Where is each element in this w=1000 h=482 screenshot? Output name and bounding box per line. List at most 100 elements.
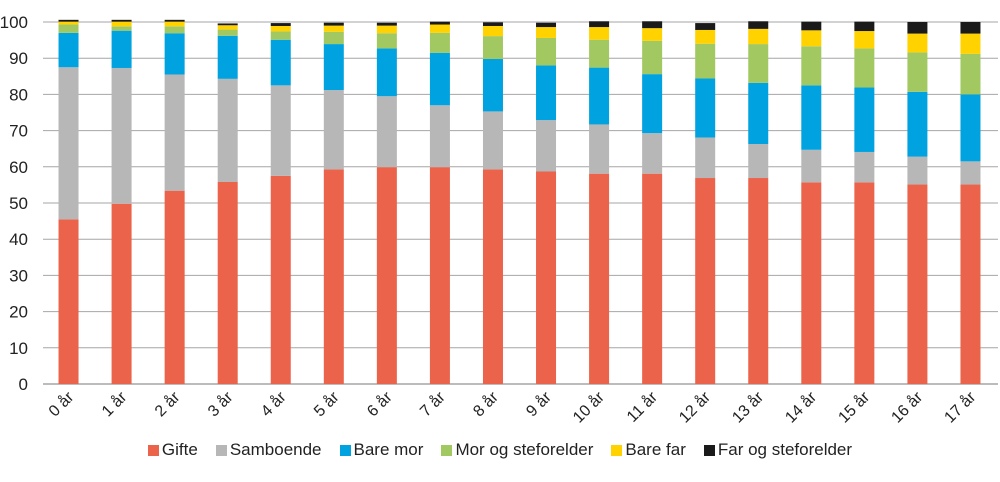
bar-segment-bare-far [536,27,557,38]
bar-stack-12 [695,23,716,384]
y-tick-label: 10 [9,339,28,358]
legend-item: Bare far [611,440,686,460]
legend-swatch [441,444,453,456]
bar-segment-bare-mor [960,94,981,162]
bar-segment-mor-og-steforelder [907,52,928,92]
bar-segment-bare-mor [748,82,769,144]
legend-label: Bare far [625,440,686,459]
bar-stack-9 [536,22,557,384]
bar-segment-far-og-steforelder [801,21,822,31]
bar-stack-10 [589,21,610,384]
bar-segment-mor-og-steforelder [748,44,769,83]
bar-segment-bare-far [217,25,238,30]
x-tick-label: 3 år [204,388,237,421]
x-tick-label: 13 år [729,388,768,427]
legend-item: Samboende [215,440,322,460]
x-tick-label: 16 år [888,388,927,427]
bar-segment-gifte [111,203,132,384]
bar-segment-far-og-steforelder [854,21,875,32]
bar-segment-mor-og-steforelder [323,31,344,45]
bar-segment-bare-far [323,25,344,32]
bars [58,19,981,384]
bar-segment-bare-mor [482,58,503,112]
legend-swatch [611,444,623,456]
bar-segment-bare-far [589,27,610,40]
x-tick-label: 10 år [569,388,608,427]
legend-label: Gifte [161,440,198,459]
stacked-bar-chart: 0 10 20 30 40 50 60 70 80 90 100 0 år 1 år 2 år 3 år 4… [0,13,998,427]
legend: Gifte Samboende Bare mor Mor og steforelder… [0,440,1000,460]
bar-segment-bare-far [642,28,663,41]
bar-segment-bare-mor [217,35,238,79]
y-tick-label: 30 [9,266,28,285]
bar-stack-4 [270,23,291,384]
bar-segment-samboende [482,111,503,170]
bar-segment-samboende [801,149,822,183]
bar-stack-7 [429,21,450,384]
x-tick-label: 17 år [941,388,980,427]
legend-swatch [215,444,227,456]
bar-segment-far-og-steforelder [907,22,928,34]
bar-stack-1 [111,19,132,384]
bar-stack-6 [376,22,397,384]
bar-segment-bare-far [482,25,503,37]
x-tick-label: 1 år [98,388,131,421]
bar-segment-far-og-steforelder [695,23,716,30]
bar-segment-gifte [801,182,822,384]
bar-segment-far-og-steforelder [217,23,238,26]
bar-segment-bare-mor [323,44,344,91]
bar-segment-samboende [854,151,875,183]
bar-segment-bare-mor [642,74,663,134]
bar-segment-samboende [907,156,928,185]
bar-segment-samboende [429,105,450,168]
bar-segment-mor-og-steforelder [270,31,291,40]
bar-stack-13 [748,21,769,384]
bar-segment-far-og-steforelder [642,21,663,29]
bar-segment-samboende [536,120,557,172]
bar-segment-bare-far [164,21,185,27]
bar-segment-gifte [429,167,450,384]
bar-stack-8 [482,22,503,384]
bar-stack-16 [907,22,928,384]
bar-segment-bare-far [748,28,769,45]
y-tick-label: 70 [9,122,28,141]
bar-segment-samboende [111,67,132,204]
bar-segment-samboende [270,85,291,176]
bar-segment-samboende [164,74,185,191]
legend-item: Mor og steforelder [441,440,593,460]
bar-segment-bare-far [801,30,822,47]
bar-segment-far-og-steforelder [376,22,397,26]
x-tick-label: 5 år [310,388,343,421]
x-tick-label: 0 år [45,388,78,421]
bar-segment-far-og-steforelder [429,21,450,25]
y-tick-label: 50 [9,194,28,213]
y-tick-label: 90 [9,49,28,68]
bar-segment-gifte [270,175,291,384]
bar-segment-far-og-steforelder [164,19,185,22]
legend-item: Gifte [147,440,198,460]
bar-segment-mor-og-steforelder [376,33,397,49]
bar-segment-gifte [217,182,238,384]
bar-segment-gifte [164,190,185,384]
bar-segment-far-og-steforelder [270,23,291,26]
bar-segment-mor-og-steforelder [854,48,875,88]
bar-segment-mor-og-steforelder [111,26,132,31]
bar-segment-gifte [854,182,875,384]
bar-segment-mor-og-steforelder [482,36,503,59]
bar-segment-bare-mor [270,39,291,86]
bar-stack-0 [58,19,79,384]
bar-segment-gifte [323,169,344,384]
legend-item: Bare mor [339,440,423,460]
bar-segment-far-og-steforelder [748,21,769,29]
x-tick-label: 2 år [151,388,184,421]
y-tick-label: 100 [0,13,28,32]
bar-segment-far-og-steforelder [960,22,981,34]
bar-stack-14 [801,21,822,384]
gridlines [43,21,998,385]
legend-label: Far og steforelder [717,440,853,459]
bar-segment-bare-mor [801,85,822,150]
bar-segment-samboende [642,133,663,174]
x-tick-label: 8 år [470,388,503,421]
x-tick-label: 14 år [782,388,821,427]
bar-segment-mor-og-steforelder [589,39,610,68]
